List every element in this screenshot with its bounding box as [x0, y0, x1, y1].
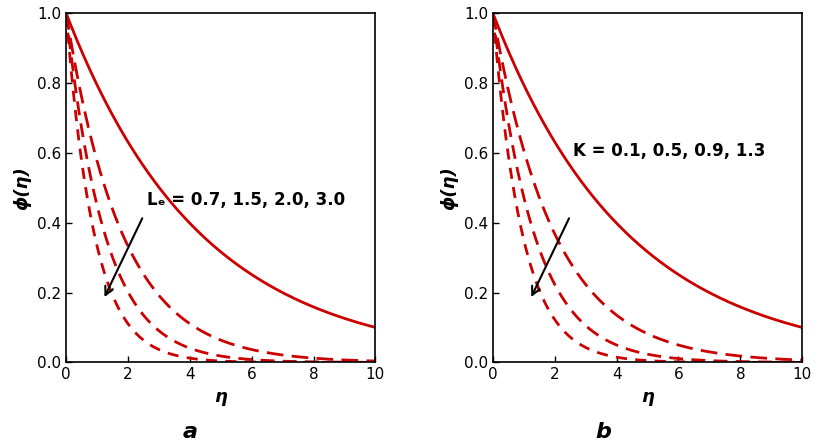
- X-axis label: η: η: [214, 388, 227, 406]
- Text: K = 0.1, 0.5, 0.9, 1.3: K = 0.1, 0.5, 0.9, 1.3: [573, 142, 766, 160]
- Y-axis label: ϕ(η): ϕ(η): [440, 166, 458, 210]
- Y-axis label: ϕ(η): ϕ(η): [13, 166, 31, 210]
- Text: Lₑ = 0.7, 1.5, 2.0, 3.0: Lₑ = 0.7, 1.5, 2.0, 3.0: [146, 191, 345, 209]
- X-axis label: η: η: [641, 388, 654, 406]
- Text: a: a: [183, 422, 198, 442]
- Text: b: b: [595, 422, 612, 442]
